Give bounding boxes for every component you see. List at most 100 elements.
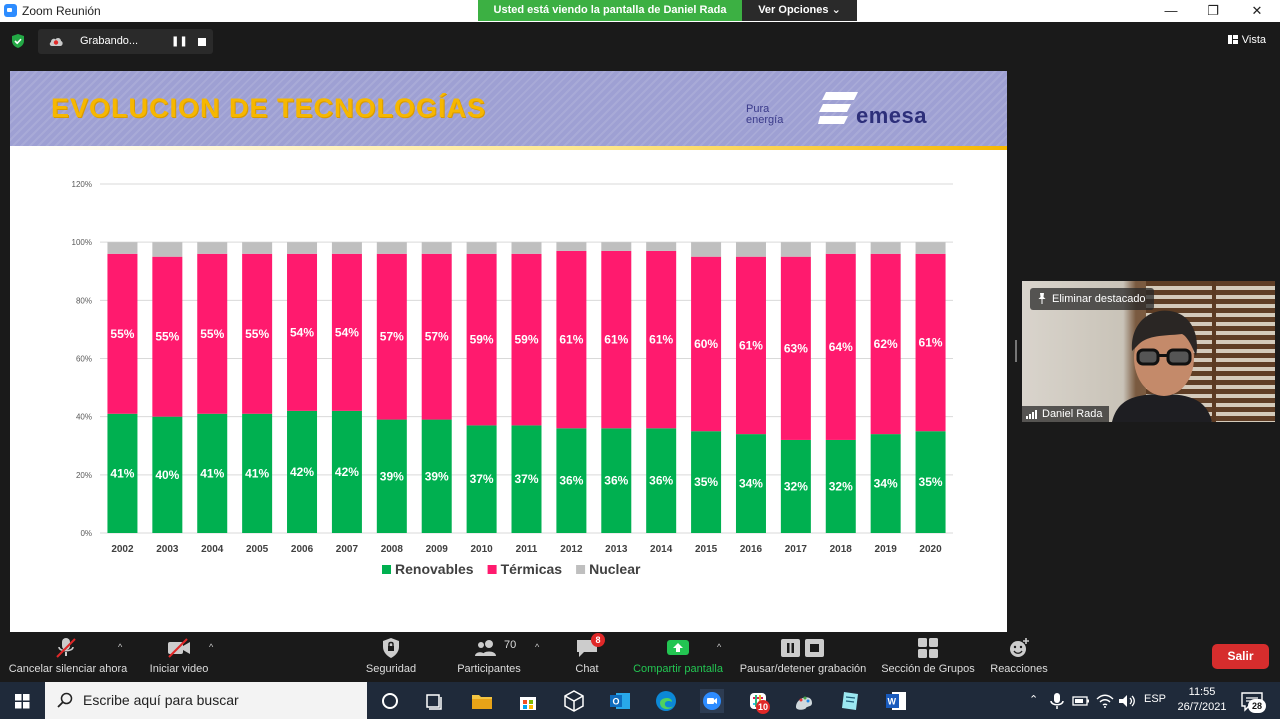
view-options-button[interactable]: Ver Opciones ⌄ — [742, 0, 857, 21]
participants-button[interactable]: 70 Participantes — [452, 632, 526, 682]
leave-meeting-button[interactable]: Salir — [1212, 644, 1269, 669]
chevron-down-icon: ⌄ — [831, 4, 841, 16]
bar-segment-renovables — [870, 434, 901, 533]
bar-segment-térmicas — [646, 250, 677, 429]
windows-taskbar: Escribe aquí para buscar O 10 W ⌃ ESP 11… — [0, 682, 1280, 719]
x-tick-label: 2012 — [560, 544, 583, 555]
shared-screen-slide: EVOLUCION DE TECNOLOGÍAS Pura energía em… — [10, 71, 1007, 632]
view-button[interactable]: Vista — [1227, 34, 1266, 46]
chat-button[interactable]: 8 Chat — [565, 632, 609, 682]
mute-button[interactable]: Cancelar silenciar ahora — [8, 632, 128, 682]
data-label: 34% — [874, 477, 898, 491]
data-label: 61% — [739, 338, 763, 352]
taskbar-clock[interactable]: 11:55 26/7/2021 — [1172, 685, 1232, 715]
zoom-taskbar-icon[interactable] — [700, 689, 724, 713]
participants-options-caret[interactable]: ^ — [535, 642, 540, 652]
pin-icon — [1038, 293, 1046, 304]
stop-recording-icon[interactable] — [198, 38, 206, 46]
taskbar-search-box[interactable]: Escribe aquí para buscar — [45, 682, 367, 719]
bar-segment-nuclear — [780, 242, 811, 257]
bar-segment-nuclear — [556, 242, 587, 251]
notes-app-icon[interactable] — [838, 689, 862, 713]
breakout-rooms-button[interactable]: Sección de Grupos — [880, 632, 976, 682]
x-tick-label: 2007 — [336, 544, 359, 555]
tray-expand-icon[interactable]: ⌃ — [1029, 694, 1039, 706]
task-view-icon[interactable] — [422, 689, 446, 713]
bar-segment-renovables — [601, 428, 632, 533]
bar-segment-renovables — [331, 410, 362, 533]
data-label: 41% — [200, 466, 224, 480]
minimize-button[interactable]: — — [1164, 3, 1178, 18]
volume-icon[interactable] — [1117, 691, 1137, 711]
signal-strength-icon — [1026, 410, 1037, 419]
data-label: 35% — [694, 475, 718, 489]
windows-start-icon[interactable] — [0, 682, 45, 719]
data-label: 39% — [425, 469, 449, 483]
x-tick-label: 2020 — [919, 544, 942, 555]
bar-segment-renovables — [466, 425, 497, 533]
data-label: 59% — [514, 333, 538, 347]
data-label: 37% — [470, 472, 494, 486]
pause-recording-icon[interactable]: ❚❚ — [171, 36, 188, 47]
microphone-tray-icon[interactable] — [1047, 691, 1067, 711]
x-tick-label: 2018 — [830, 544, 853, 555]
bar-segment-térmicas — [466, 253, 497, 426]
close-button[interactable]: ✕ — [1251, 3, 1263, 18]
battery-icon[interactable] — [1071, 691, 1091, 711]
share-screen-icon — [667, 640, 689, 655]
view-label: Vista — [1241, 34, 1266, 46]
y-tick-label: 60% — [76, 355, 92, 364]
x-tick-label: 2009 — [426, 544, 449, 555]
data-label: 64% — [829, 340, 853, 354]
word-icon[interactable]: W — [884, 689, 908, 713]
wifi-icon[interactable] — [1095, 691, 1115, 711]
edge-browser-icon[interactable] — [654, 689, 678, 713]
outlook-icon[interactable]: O — [608, 689, 632, 713]
svg-text:W: W — [888, 697, 897, 707]
bar-segment-térmicas — [556, 250, 587, 429]
panel-splitter-handle[interactable] — [1015, 340, 1017, 362]
chat-unread-badge: 8 — [591, 633, 605, 647]
data-label: 40% — [155, 468, 179, 482]
bar-segment-térmicas — [825, 253, 856, 440]
meeting-top-bar: Grabando... ❚❚ Vista — [0, 22, 1280, 60]
data-label: 61% — [649, 333, 673, 347]
bar-segment-renovables — [376, 419, 407, 533]
bar-segment-nuclear — [466, 242, 497, 254]
data-label: 36% — [649, 474, 673, 488]
file-explorer-icon[interactable] — [470, 689, 494, 713]
bar-segment-térmicas — [152, 256, 183, 417]
reactions-button[interactable]: Reacciones — [988, 632, 1050, 682]
participant-video-tile[interactable]: Eliminar destacado Daniel Rada — [1022, 281, 1275, 422]
bar-segment-renovables — [691, 431, 722, 533]
cortana-circle-icon[interactable] — [378, 689, 402, 713]
video-options-caret[interactable]: ^ — [209, 642, 214, 652]
data-label: 39% — [380, 469, 404, 483]
zoom-app-icon — [4, 4, 17, 17]
start-video-label: Iniciar video — [149, 663, 209, 675]
share-screen-button[interactable]: Compartir pantalla — [630, 632, 726, 682]
paint-app-icon[interactable] — [792, 689, 816, 713]
remove-pin-button[interactable]: Eliminar destacado — [1030, 288, 1154, 310]
share-options-caret[interactable]: ^ — [717, 642, 722, 652]
video-background-frame — [1212, 281, 1216, 422]
cube-app-icon[interactable] — [562, 689, 586, 713]
bar-segment-renovables — [825, 439, 856, 533]
participants-label: Participantes — [457, 663, 521, 675]
microsoft-store-icon[interactable] — [516, 689, 540, 713]
recording-controls-button[interactable]: Pausar/detener grabación — [738, 632, 868, 682]
input-language[interactable]: ESP — [1144, 693, 1167, 705]
data-label: 35% — [919, 475, 943, 489]
security-shield-icon[interactable] — [10, 33, 26, 49]
start-video-button[interactable]: Iniciar video — [145, 632, 213, 682]
bar-segment-térmicas — [197, 253, 228, 414]
x-tick-label: 2014 — [650, 544, 673, 555]
data-label: 55% — [155, 330, 179, 344]
security-shield-icon — [383, 638, 399, 658]
audio-options-caret[interactable]: ^ — [118, 642, 123, 652]
security-button[interactable]: Seguridad — [358, 632, 424, 682]
breakout-rooms-label: Sección de Grupos — [881, 663, 975, 675]
x-tick-label: 2003 — [156, 544, 179, 555]
restore-button[interactable]: ❐ — [1207, 3, 1219, 18]
bar-segment-renovables — [242, 413, 273, 533]
